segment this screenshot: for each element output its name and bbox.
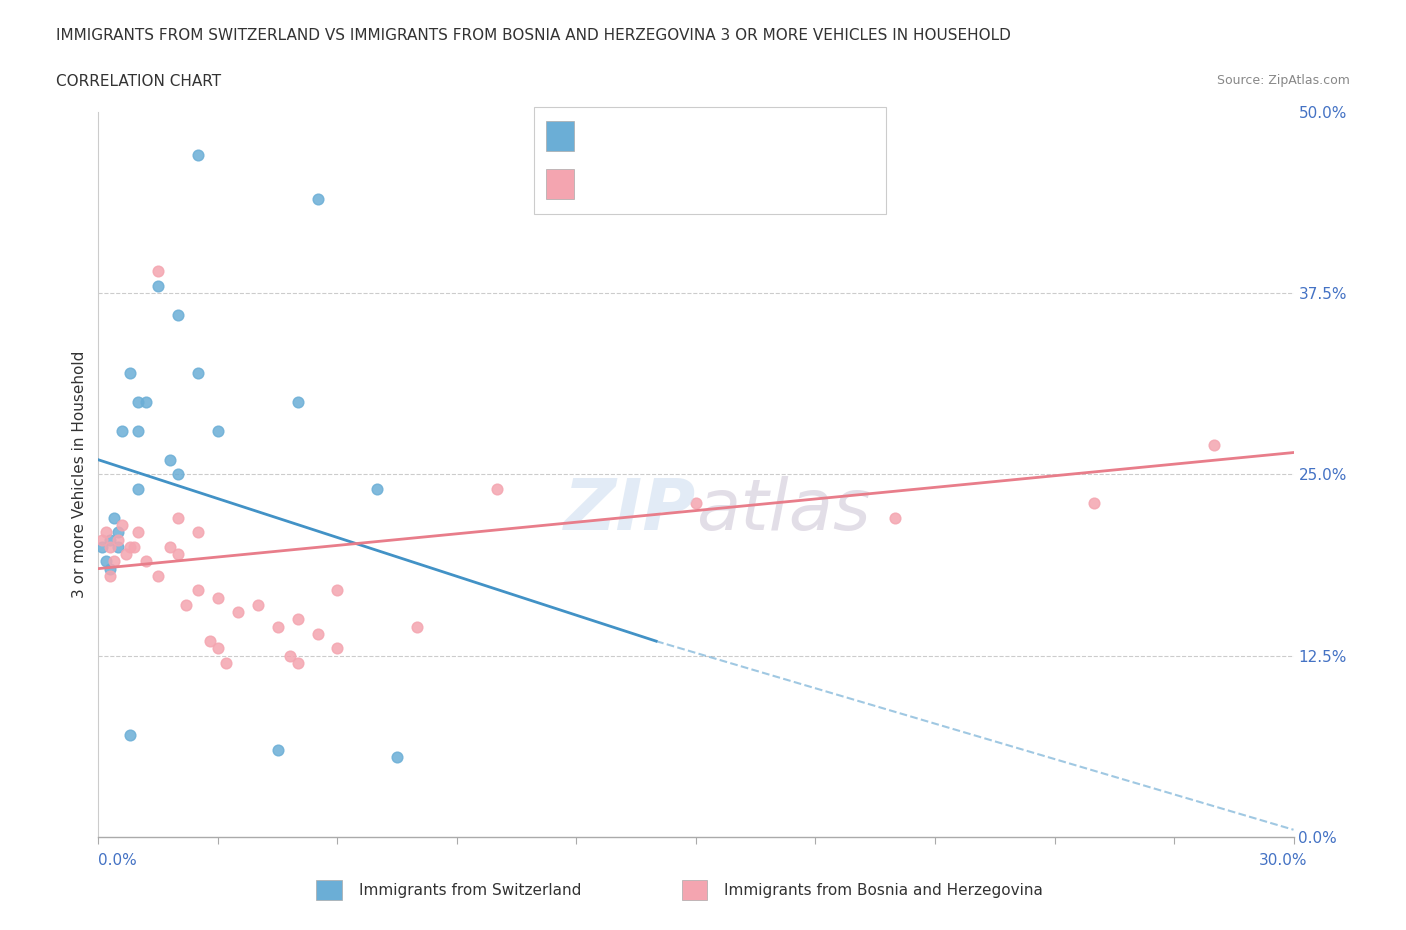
Point [167, 547, 190, 562]
Text: atlas: atlas [696, 476, 870, 545]
Point [167, 511, 190, 525]
Point [148, 568, 170, 583]
Point [135, 394, 157, 409]
Point [98, 539, 122, 554]
Point [685, 496, 707, 511]
Point [326, 583, 349, 598]
Point [226, 604, 249, 619]
Point [127, 394, 149, 409]
Point [406, 619, 429, 634]
Text: N = 39: N = 39 [703, 175, 763, 193]
Point [287, 394, 309, 409]
Point [207, 423, 229, 438]
Point [98, 561, 122, 576]
Point [103, 511, 125, 525]
Text: ZIP: ZIP [564, 476, 696, 545]
Point [167, 467, 190, 482]
Point [187, 583, 209, 598]
Point [148, 264, 170, 279]
Point [98, 568, 122, 583]
Point [307, 192, 329, 206]
Point [187, 525, 209, 539]
Point [107, 532, 129, 547]
Point [120, 539, 142, 554]
Point [326, 641, 349, 656]
Point [98, 532, 122, 547]
Point [127, 482, 149, 497]
Point [124, 539, 146, 554]
Point [187, 365, 209, 380]
Point [167, 307, 190, 322]
Point [485, 482, 508, 497]
Point [159, 539, 181, 554]
Point [107, 525, 129, 539]
Text: -0.220: -0.220 [623, 126, 683, 145]
Point [96, 554, 118, 569]
Point [91, 532, 114, 547]
Point [115, 547, 138, 562]
Point [287, 612, 309, 627]
Text: R = -0.220   N = 26: R = -0.220 N = 26 [583, 126, 773, 145]
Point [91, 539, 114, 554]
Point [246, 597, 269, 612]
Point [207, 641, 229, 656]
Point [366, 482, 388, 497]
Point [1202, 438, 1225, 453]
Point [198, 633, 221, 648]
Point [120, 728, 142, 743]
Point [111, 518, 134, 533]
Text: IMMIGRANTS FROM SWITZERLAND VS IMMIGRANTS FROM BOSNIA AND HERZEGOVINA 3 OR MORE : IMMIGRANTS FROM SWITZERLAND VS IMMIGRANT… [56, 28, 1011, 43]
Text: Immigrants from Bosnia and Herzegovina: Immigrants from Bosnia and Herzegovina [724, 883, 1043, 897]
Point [385, 750, 409, 764]
Point [127, 423, 149, 438]
Point [267, 742, 290, 757]
Point [267, 619, 290, 634]
Point [287, 656, 309, 671]
Text: CORRELATION CHART: CORRELATION CHART [56, 74, 221, 89]
Text: R =  0.237   N = 39: R = 0.237 N = 39 [583, 175, 773, 193]
Point [111, 423, 134, 438]
Point [215, 656, 238, 671]
Point [1083, 496, 1105, 511]
Text: 0.0%: 0.0% [98, 853, 138, 868]
Point [207, 591, 229, 605]
Point [148, 278, 170, 293]
Text: Immigrants from Switzerland: Immigrants from Switzerland [359, 883, 581, 897]
Point [96, 525, 118, 539]
Point [187, 148, 209, 163]
Point [120, 365, 142, 380]
Point [278, 648, 301, 663]
Point [107, 539, 129, 554]
Text: N = 26: N = 26 [703, 126, 763, 145]
Text: 0.237: 0.237 [623, 175, 683, 193]
Point [307, 627, 329, 642]
Text: 30.0%: 30.0% [1260, 853, 1308, 868]
Text: Source: ZipAtlas.com: Source: ZipAtlas.com [1216, 74, 1350, 87]
Y-axis label: 3 or more Vehicles in Household: 3 or more Vehicles in Household [72, 351, 87, 598]
Point [127, 525, 149, 539]
Point [159, 452, 181, 467]
Point [174, 597, 197, 612]
Point [884, 511, 907, 525]
Point [135, 554, 157, 569]
Point [103, 554, 125, 569]
